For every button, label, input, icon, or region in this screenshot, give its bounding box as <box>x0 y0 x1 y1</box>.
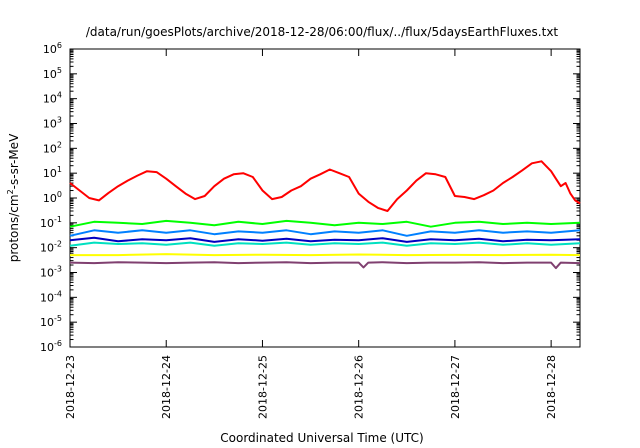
series-line-5 <box>69 236 581 243</box>
y-tick-label: 10-1 <box>40 215 62 230</box>
plot-frame <box>69 48 581 348</box>
series-line-6 <box>70 253 581 257</box>
x-tick-label: 2018-12-28 <box>545 355 558 419</box>
x-tick-label: 2018-12-24 <box>160 355 173 419</box>
y-tick-label: 105 <box>43 66 62 81</box>
x-tick-label: 2018-12-25 <box>256 355 269 419</box>
series-line-3 <box>69 229 581 237</box>
chart-title: /data/run/goesPlots/archive/2018-12-28/0… <box>86 25 559 39</box>
ticks-layer: 106 105 104 103 102 101 100 10-1 10-2 10-3 10-4 10-… <box>40 41 580 419</box>
x-tick-label: 2018-12-23 <box>64 355 77 419</box>
y-tick-label: 106 <box>43 41 62 56</box>
y-tick-label: 10-3 <box>40 265 62 280</box>
x-tick-label: 2018-12-26 <box>353 355 366 419</box>
y-tick-label: 102 <box>43 140 62 155</box>
series-line-2 <box>69 219 581 228</box>
y-tick-label: 10-6 <box>40 339 62 354</box>
y-tick-label: 101 <box>43 165 62 180</box>
y-tick-label: 103 <box>43 116 62 131</box>
y-axis-label-sup: 2 <box>6 189 15 194</box>
series-line-4 <box>69 241 581 247</box>
series-layer <box>69 160 581 270</box>
y-tick-label: 10-4 <box>40 289 62 304</box>
y-axis-label-post: -s-sr-MeV <box>7 133 21 189</box>
y-axis-label-pre: protons/cm <box>7 194 21 262</box>
y-tick-label: 10-5 <box>40 314 62 329</box>
series-line-1 <box>69 160 581 212</box>
y-tick-label: 10-2 <box>40 240 62 255</box>
series-line-7 <box>69 261 581 270</box>
y-axis-label: protons/cm2-s-sr-MeV <box>6 133 21 262</box>
x-axis-label: Coordinated Universal Time (UTC) <box>220 431 423 445</box>
y-tick-label: 100 <box>43 190 62 205</box>
x-tick-label: 2018-12-27 <box>449 355 462 419</box>
y-tick-label: 104 <box>43 91 62 106</box>
